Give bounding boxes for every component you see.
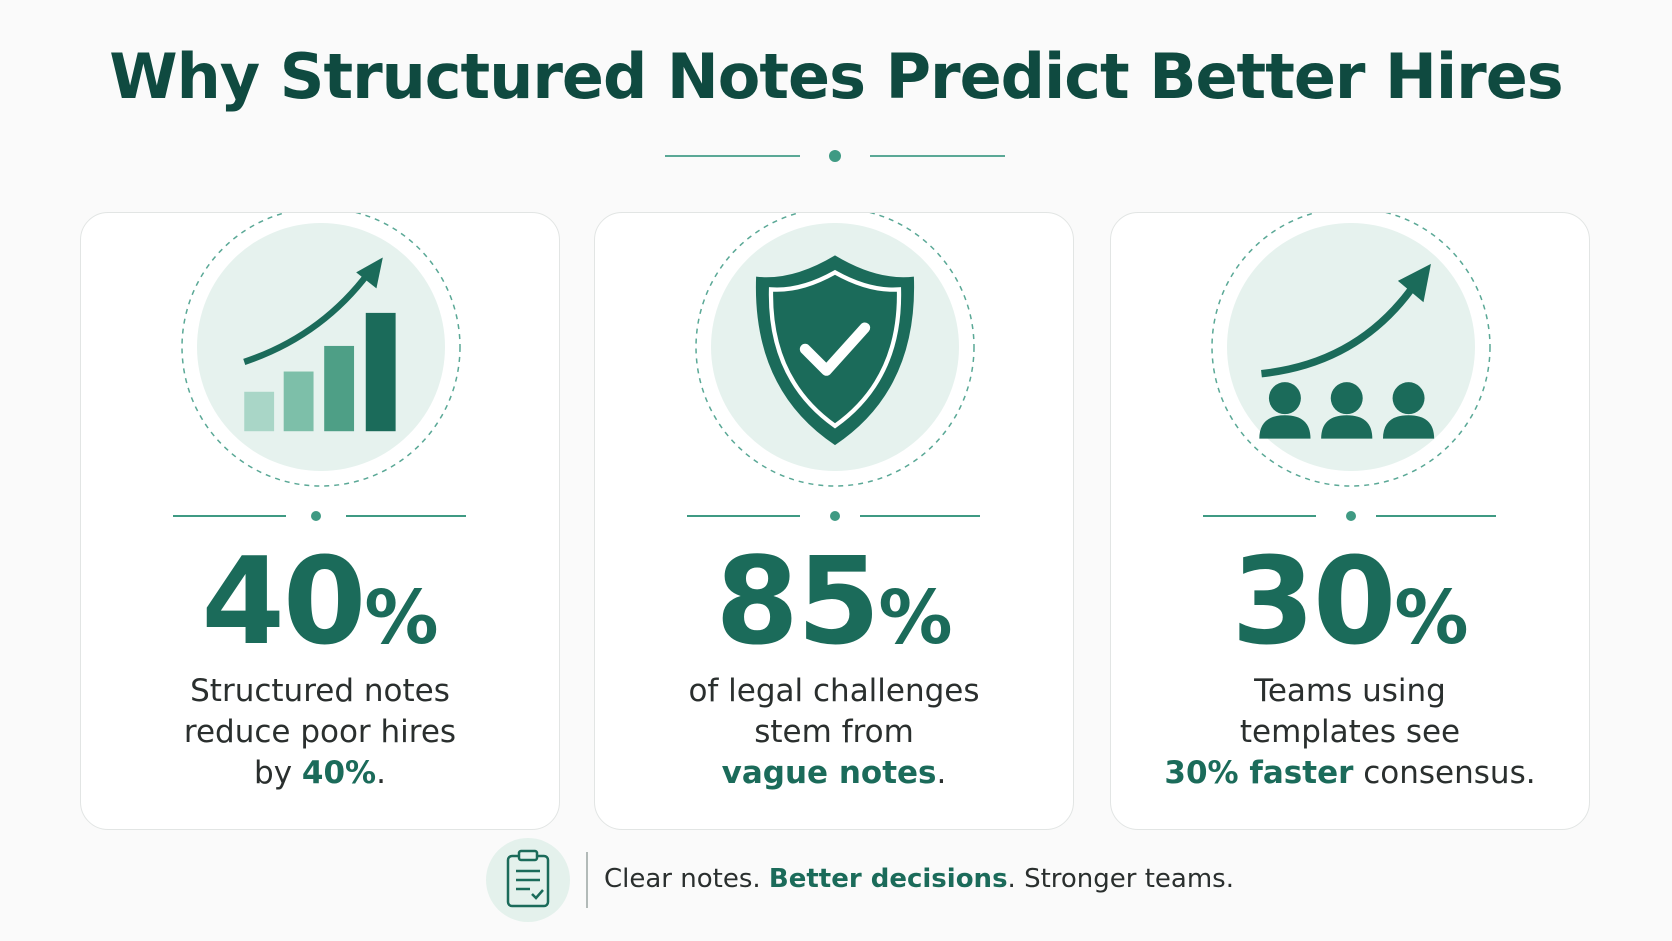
description-line: reduce poor hires: [81, 712, 559, 753]
description-line: templates see: [1111, 712, 1589, 753]
description: Structured notes reduce poor hires by 40%.: [81, 671, 559, 794]
tagline: Clear notes. Better decisions. Stronger …: [604, 864, 1234, 894]
description-line: Structured notes: [81, 671, 559, 712]
stat-unit: %: [878, 575, 953, 661]
text-segment: . Stronger teams.: [1007, 864, 1234, 894]
card-icon: [1203, 213, 1496, 521]
text-segment: reduce poor hires: [183, 714, 457, 750]
text-segment: templates see: [1239, 714, 1461, 750]
text-segment: Better decisions: [768, 864, 1008, 894]
text-segment: .: [376, 755, 386, 791]
text-segment: consensus.: [1353, 755, 1536, 791]
description-line: by 40%.: [81, 753, 559, 794]
text-segment: Structured notes: [190, 673, 450, 709]
text-segment: of legal challenges: [688, 673, 980, 709]
stat: 40%: [81, 533, 559, 672]
stat: 30%: [1111, 533, 1589, 672]
card-icon: [687, 213, 980, 521]
description: of legal challenges stem from vague notes.: [595, 671, 1073, 794]
stat-number: 85: [715, 533, 880, 672]
description-line: stem from: [595, 712, 1073, 753]
stat-unit: %: [1394, 575, 1469, 661]
text-segment: vague notes: [721, 755, 937, 791]
title: Why Structured Notes Predict Better Hire…: [109, 40, 1563, 113]
stat-number: 40: [201, 533, 366, 672]
stat-card: 30% Teams using templates see 30% faster c…: [1110, 212, 1590, 830]
text-segment: .: [936, 755, 947, 791]
text-segment: 40%: [301, 755, 377, 791]
description-line: Teams using: [1111, 671, 1589, 712]
description-line: 30% faster consensus.: [1111, 753, 1589, 794]
text-segment: by: [254, 755, 302, 791]
text-segment: Clear notes.: [604, 864, 769, 894]
stat-card: 85% of legal challenges stem from vague no…: [594, 212, 1074, 830]
text-segment: 30% faster: [1164, 755, 1354, 791]
text-segment: stem from: [754, 714, 914, 750]
stat: 85%: [595, 533, 1073, 672]
card-icon: [173, 213, 466, 521]
stat-unit: %: [364, 575, 439, 661]
stat-card: 40% Structured notes reduce poor hires by …: [80, 212, 560, 830]
description: Teams using templates see 30% faster conse…: [1111, 671, 1589, 794]
stat-number: 30: [1231, 533, 1396, 672]
description-line: of legal challenges: [595, 671, 1073, 712]
description-line: vague notes.: [595, 753, 1073, 794]
text-segment: Teams using: [1254, 673, 1446, 709]
